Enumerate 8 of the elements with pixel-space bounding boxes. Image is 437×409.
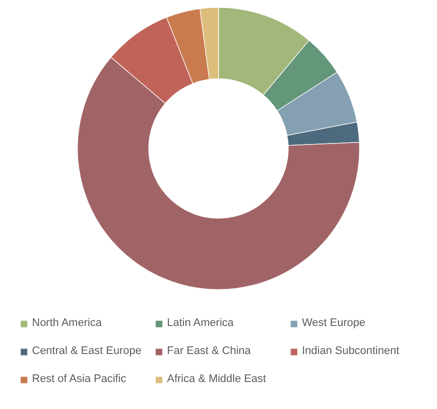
legend-label: Rest of Asia Pacific: [32, 372, 128, 387]
legend-label: Africa & Middle East: [167, 372, 268, 387]
legend-label: Far East & China: [167, 344, 252, 359]
legend-label: West Europe: [302, 316, 366, 331]
legend-label: Central & East Europe: [32, 344, 142, 359]
legend-label: Latin America: [167, 316, 235, 331]
legend-label: North America: [32, 316, 103, 331]
legend-label: Indian Subcontinent: [302, 344, 400, 359]
